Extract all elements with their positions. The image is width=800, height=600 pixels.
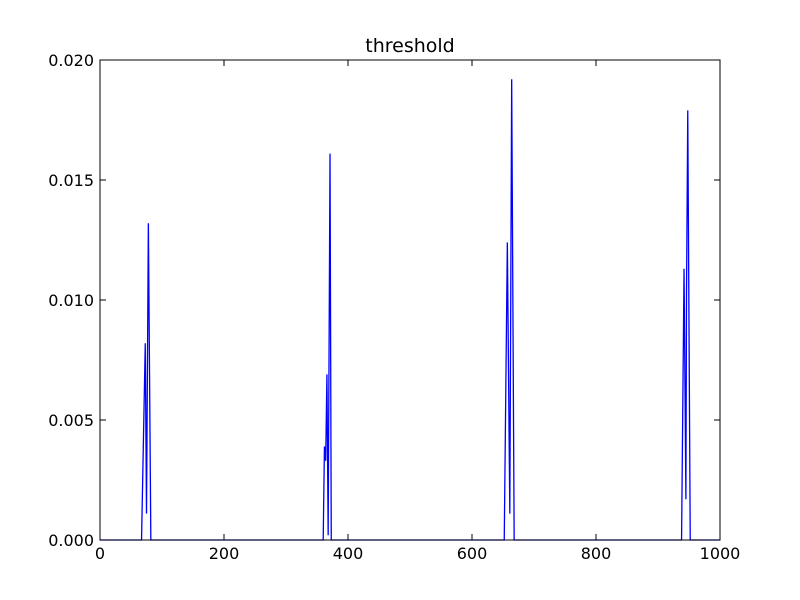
- y-tick-label: 0.020: [48, 51, 94, 70]
- x-tick-label: 0: [95, 544, 105, 563]
- x-tick-label: 200: [209, 544, 240, 563]
- chart-title: threshold: [365, 35, 454, 57]
- x-tick-label: 1000: [700, 544, 741, 563]
- x-tick-label: 400: [333, 544, 364, 563]
- plot-background: [100, 60, 720, 540]
- y-tick-label: 0.000: [48, 531, 94, 550]
- x-tick-labels-layer: 0 200 400 600 800 1000: [95, 544, 740, 563]
- x-tick-label: 600: [457, 544, 488, 563]
- x-tick-label: 800: [581, 544, 612, 563]
- y-tick-labels-layer: 0.000 0.005 0.010 0.015 0.020: [48, 51, 94, 550]
- y-tick-label: 0.015: [48, 171, 94, 190]
- y-tick-label: 0.010: [48, 291, 94, 310]
- y-tick-label: 0.005: [48, 411, 94, 430]
- plot-frame: [99, 59, 721, 541]
